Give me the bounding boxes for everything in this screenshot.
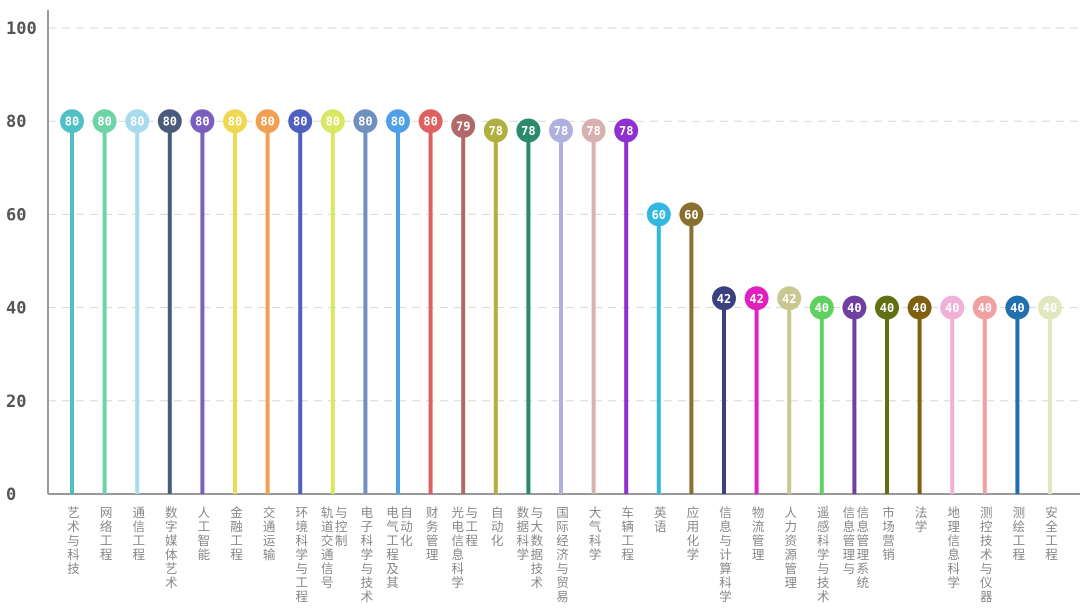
- lollipop-head: [418, 109, 443, 134]
- data-label: 40: [880, 301, 894, 315]
- data-label: 80: [260, 115, 274, 129]
- data-label: 78: [554, 124, 568, 138]
- data-label: 80: [423, 115, 437, 129]
- lollipop-head: [614, 118, 639, 143]
- data-label: 40: [978, 301, 992, 315]
- data-label: 80: [228, 115, 242, 129]
- data-label: 80: [293, 115, 307, 129]
- lollipop-head: [190, 109, 215, 134]
- lollipop-head: [581, 118, 606, 143]
- lollipop-head: [712, 286, 736, 311]
- lollipop-head: [451, 113, 476, 138]
- lollipop-head: [809, 295, 834, 320]
- data-label: 78: [619, 124, 633, 138]
- lollipop-head: [549, 118, 573, 143]
- lollipop-head: [875, 295, 899, 320]
- data-label: 80: [130, 115, 144, 129]
- y-tick-label: 0: [6, 485, 16, 505]
- data-label: 40: [815, 301, 829, 315]
- data-label: 80: [163, 115, 177, 129]
- lollipop-head: [777, 286, 802, 311]
- data-label: 80: [391, 115, 405, 129]
- lollipop-head: [386, 109, 410, 134]
- data-label: 80: [195, 115, 209, 129]
- lollipop-head: [483, 118, 508, 143]
- lollipop-head: [125, 109, 150, 134]
- data-label: 40: [1010, 301, 1024, 315]
- lollipop-head: [1005, 295, 1030, 320]
- data-label: 42: [749, 292, 763, 306]
- data-label: 40: [912, 301, 926, 315]
- data-label: 42: [782, 292, 796, 306]
- y-tick-label: 40: [6, 299, 26, 319]
- lollipop-head: [223, 109, 247, 134]
- y-tick-label: 20: [6, 392, 26, 412]
- y-tick-label: 60: [6, 205, 26, 225]
- lollipop-head: [516, 118, 541, 143]
- data-label: 79: [456, 119, 470, 133]
- data-label: 60: [684, 208, 698, 222]
- data-label: 42: [717, 292, 731, 306]
- lollipop-head: [842, 295, 867, 320]
- data-label: 40: [945, 301, 959, 315]
- y-axis: 0 20 40 60 80 100: [6, 10, 1080, 505]
- lollipop-head: [972, 295, 997, 320]
- lollipops: 80 80 80 80 80 80 80 80 80 80 80 80 79 78 78 78 78 78 60 60…: [60, 109, 1062, 494]
- data-label: 78: [521, 124, 535, 138]
- lollipop-head: [1038, 295, 1062, 320]
- lollipop-head: [646, 202, 671, 227]
- data-label: 80: [97, 115, 111, 129]
- lollipop-head: [255, 109, 280, 134]
- lollipop-head: [288, 109, 313, 134]
- lollipop-head: [744, 286, 769, 311]
- data-label: 40: [847, 301, 861, 315]
- lollipop-head: [157, 109, 182, 134]
- data-label: 60: [652, 208, 666, 222]
- lollipop-head: [353, 109, 378, 134]
- y-tick-label: 100: [6, 19, 37, 39]
- lollipop-head: [679, 202, 704, 227]
- data-label: 40: [1043, 301, 1057, 315]
- lollipop-head: [907, 295, 932, 320]
- lollipop-head: [92, 109, 117, 134]
- data-label: 80: [358, 115, 372, 129]
- data-label: 80: [326, 115, 340, 129]
- lollipop-head: [320, 109, 345, 134]
- lollipop-head: [940, 295, 965, 320]
- data-label: 78: [489, 124, 503, 138]
- y-tick-label: 80: [6, 112, 26, 132]
- lollipop-head: [60, 109, 84, 134]
- data-label: 78: [586, 124, 600, 138]
- data-label: 80: [65, 115, 79, 129]
